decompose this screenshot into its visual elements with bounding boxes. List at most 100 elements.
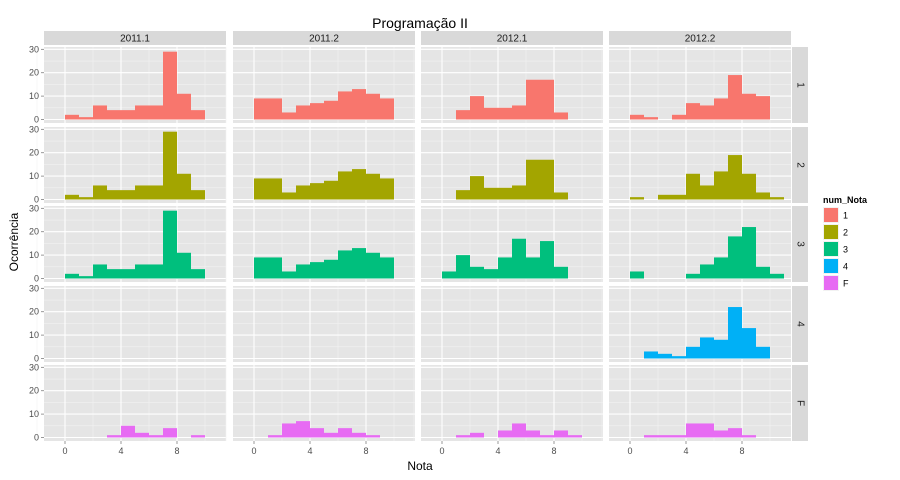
y-tick-label: 10 [29,409,39,419]
histogram-bar [380,257,394,279]
histogram-bar [149,435,163,438]
series-3-2011.1 [65,210,205,279]
histogram-bar [296,105,310,120]
legend-item-4: 4 [823,258,848,274]
histogram-bar [93,185,107,200]
legend-key-swatch [824,259,838,273]
histogram-bar [630,197,644,200]
legend-key-swatch [824,276,838,290]
histogram-bar [526,159,540,200]
histogram-bar [756,266,770,279]
histogram-bar [484,187,498,200]
y-tick-label: 30 [29,203,39,213]
histogram-bar [296,421,310,438]
histogram-bar [324,432,338,438]
y-tick-label: 30 [29,362,39,372]
histogram-bar [700,423,714,438]
panel-background [421,286,603,362]
x-tick-label: 0 [627,446,632,456]
histogram-bar [470,176,484,200]
histogram-bar [742,93,756,120]
series-F-2012.2 [644,423,756,438]
histogram-bar [282,192,296,200]
histogram-bar [254,178,268,200]
histogram-bar [149,185,163,200]
histogram-bar [714,171,728,200]
strip-column-2011.2 [233,31,415,45]
histogram-bar [163,131,177,200]
histogram-bar [79,117,93,120]
histogram-bar [540,241,554,279]
histogram-bar [149,264,163,279]
histogram-bar [728,428,742,438]
panel-background [233,286,415,362]
histogram-bar [770,273,784,279]
y-tick-label: 20 [29,148,39,158]
histogram-bar [686,273,700,279]
histogram-bar [268,98,282,120]
histogram-bar [65,273,79,279]
histogram-bar [630,271,644,279]
x-tick-label: 0 [251,446,256,456]
strip-column-label: 2012.2 [685,34,716,45]
histogram-bar [310,428,324,438]
histogram-bar [177,173,191,200]
y-tick-label: 20 [29,386,39,396]
histogram-bar [366,173,380,200]
histogram-bar [107,269,121,279]
histogram-bar [498,430,512,438]
panel-background [44,286,226,362]
y-tick-label: 0 [34,432,39,442]
histogram-bar [177,93,191,120]
histogram-bar [658,194,672,200]
histogram-bar [686,103,700,120]
x-tick-label: 4 [495,446,500,456]
y-tick-label: 0 [34,353,39,363]
series-3-2011.2 [254,248,394,279]
series-2-2012.1 [456,159,568,200]
histogram-bar [742,227,756,279]
y-tick-label: 20 [29,68,39,78]
histogram-bar [700,264,714,279]
histogram-bar [135,105,149,120]
legend-key-swatch [824,242,838,256]
facet-panels: 2011.1 2011.2 2012.1 2012.21234F01020300102… [29,31,808,456]
histogram-bar [742,328,756,359]
histogram-bar [714,98,728,120]
histogram-bar [554,430,568,438]
histogram-bar [728,307,742,359]
histogram-bar [484,107,498,120]
legend-item-1: 1 [823,207,848,223]
histogram-bar [554,266,568,279]
histogram-bar [93,105,107,120]
y-tick-label: 0 [34,194,39,204]
panel-4-2012.1 [413,286,603,362]
histogram-bar [470,266,484,279]
x-tick-label: 4 [118,446,123,456]
histogram-bar [352,248,366,279]
histogram-bar [121,425,135,438]
histogram-bar [512,238,526,279]
histogram-bar [756,192,770,200]
histogram-bar [338,428,352,438]
strip-row-label: 3 [795,241,806,247]
histogram-bar [456,435,470,438]
histogram-bar [526,257,540,279]
strip-row-2 [792,127,808,203]
x-tick-label: 4 [683,446,688,456]
histogram-bar [65,194,79,200]
series-2-2011.2 [254,169,394,200]
histogram-bar [268,257,282,279]
panel-4-2011.1 [36,286,226,362]
histogram-bar [310,262,324,279]
histogram-bar [630,114,644,120]
histogram-bar [470,432,484,438]
histogram-bar [121,269,135,279]
histogram-bar [121,110,135,120]
histogram-bar [672,435,686,438]
series-2-2012.2 [630,155,784,200]
histogram-bar [644,351,658,359]
histogram-bar [65,114,79,120]
histogram-bar [526,430,540,438]
histogram-bar [380,98,394,120]
